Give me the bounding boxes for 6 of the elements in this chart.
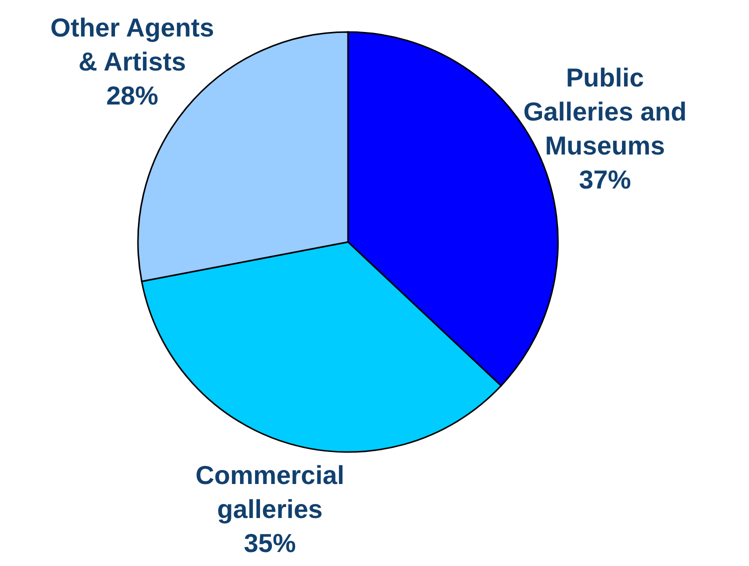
slice-label: Public Galleries and Museums xyxy=(523,62,687,161)
data-label: 35% xyxy=(244,528,296,558)
data-label: 28% xyxy=(106,80,158,110)
data-label: 37% xyxy=(578,164,631,195)
slice-label: Commercial galleries xyxy=(195,460,344,524)
slice-label: Other Agents & Artists xyxy=(50,12,214,76)
